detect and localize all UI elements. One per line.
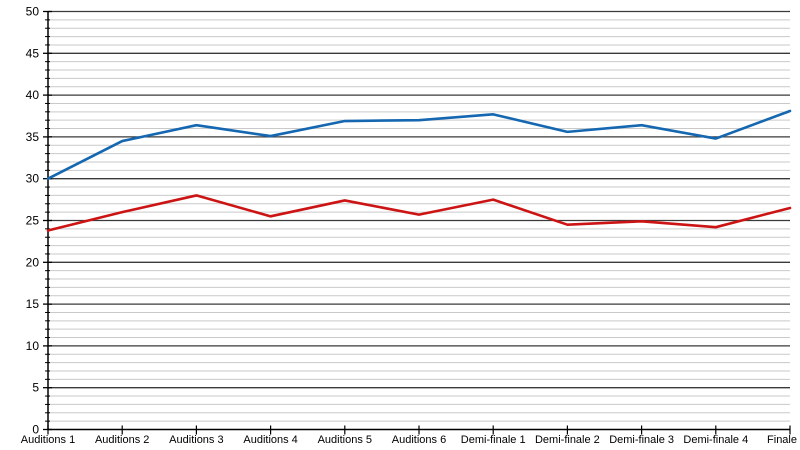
y-tick-label: 50	[26, 5, 40, 19]
x-axis-labels: Auditions 1 Auditions 2 Auditions 3 Auditio…	[21, 434, 797, 446]
y-tick-label: 25	[26, 214, 40, 228]
major-gridlines	[48, 10, 790, 389]
y-tick-label: 0	[32, 423, 39, 437]
data-series	[46, 109, 792, 232]
red-series-line	[46, 194, 792, 232]
x-tick-label: Auditions 4	[243, 434, 297, 446]
y-tick-label: 45	[26, 46, 40, 60]
x-tick-label: Auditions 1	[21, 434, 75, 446]
x-tick-label: Finale	[767, 434, 797, 446]
x-tick-label: Demi-finale 4	[683, 434, 748, 446]
y-tick-label: 20	[26, 255, 40, 269]
axis-ticks	[43, 10, 791, 435]
y-tick-label: 40	[26, 88, 40, 102]
y-tick-label: 10	[26, 339, 40, 353]
x-tick-label: Auditions 6	[392, 434, 446, 446]
x-tick-label: Auditions 3	[169, 434, 223, 446]
y-tick-label: 15	[26, 297, 40, 311]
x-tick-label: Auditions 2	[95, 434, 149, 446]
x-tick-label: Auditions 5	[318, 434, 372, 446]
y-axis-labels: 0 5 10 15 20 25 30 35 40 45 50	[26, 5, 40, 437]
y-tick-label: 35	[26, 130, 40, 144]
x-tick-label: Demi-finale 1	[461, 434, 526, 446]
blue-series-line	[46, 109, 792, 180]
y-tick-label: 30	[26, 172, 40, 186]
x-tick-label: Demi-finale 2	[535, 434, 600, 446]
x-tick-label: Demi-finale 3	[609, 434, 674, 446]
minor-gridlines	[48, 19, 790, 422]
y-tick-label: 5	[32, 381, 39, 395]
